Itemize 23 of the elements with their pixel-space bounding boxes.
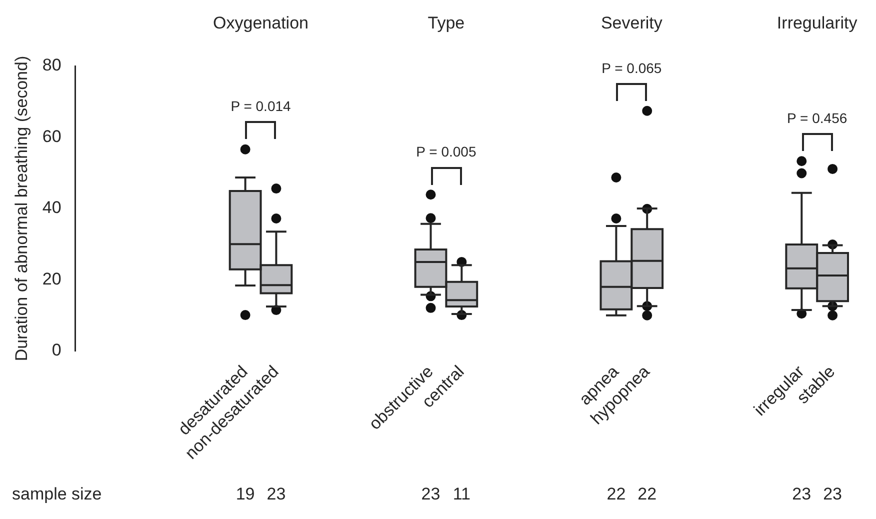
text: Severity bbox=[600, 14, 663, 33]
text: 22 bbox=[606, 484, 626, 504]
text: 23 bbox=[792, 484, 812, 504]
text: 23 bbox=[266, 484, 286, 504]
annotation: P = 0.456 bbox=[787, 110, 848, 126]
text: 11 bbox=[452, 484, 470, 504]
text: Type bbox=[428, 14, 465, 33]
y-tick-label: 0 bbox=[52, 340, 62, 360]
y-tick-label: 60 bbox=[42, 126, 62, 146]
annotation: P = 0.014 bbox=[230, 98, 292, 114]
text: sample size bbox=[12, 484, 102, 504]
annotation: P = 0.005 bbox=[416, 143, 476, 160]
annotation: P = 0.065 bbox=[602, 60, 662, 76]
text: Irregularity bbox=[776, 14, 858, 33]
text: Oxygenation bbox=[213, 14, 308, 33]
y-tick-label: 40 bbox=[42, 198, 62, 218]
text: 23 bbox=[421, 484, 440, 504]
text: 19 bbox=[236, 484, 255, 504]
text: 22 bbox=[638, 484, 657, 504]
y-tick-label: 20 bbox=[42, 269, 62, 288]
y-tick-label: 80 bbox=[42, 56, 62, 75]
y-axis-title: Duration of abnormal breathing (second) bbox=[12, 56, 31, 362]
text: 23 bbox=[823, 484, 842, 504]
